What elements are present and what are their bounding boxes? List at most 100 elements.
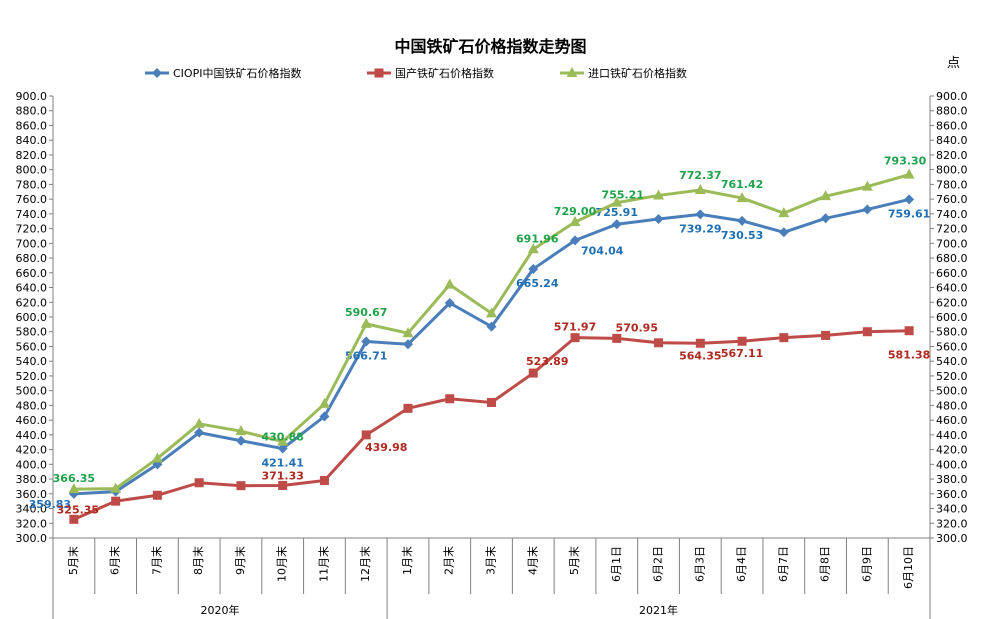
data-point	[862, 204, 873, 215]
y-tick-label-right: 460.0	[936, 414, 968, 427]
x-tick-label: 1月末	[400, 546, 414, 575]
y-tick-label-right: 440.0	[936, 429, 968, 442]
data-label: 725.91	[596, 206, 638, 219]
y-tick-label-right: 820.0	[936, 149, 968, 162]
data-label: 421.41	[261, 457, 303, 470]
data-point	[487, 397, 496, 407]
data-point	[820, 190, 832, 201]
data-point	[695, 209, 706, 220]
x-tick-label: 6月末	[108, 546, 122, 575]
data-label: 570.95	[616, 321, 658, 334]
data-label: 761.42	[721, 178, 763, 191]
y-tick-label-right: 720.0	[936, 223, 968, 236]
data-point	[654, 338, 664, 348]
y-tick-label-right: 760.0	[936, 193, 968, 206]
y-tick-label-left: 820.0	[16, 149, 48, 162]
data-point	[528, 263, 539, 274]
data-point	[779, 333, 789, 343]
series-line	[73, 173, 910, 491]
y-tick-label-left: 300.0	[16, 532, 48, 545]
data-point	[69, 514, 79, 524]
legend-label: 进口铁矿石价格指数	[588, 66, 687, 80]
data-point	[486, 321, 497, 332]
y-tick-label-right: 560.0	[936, 340, 968, 353]
data-point	[527, 243, 539, 254]
data-point	[278, 480, 288, 490]
data-point	[737, 215, 748, 226]
data-point	[528, 368, 538, 378]
data-point	[444, 278, 456, 289]
x-tick-label: 5月末	[66, 546, 80, 575]
y-tick-label-left: 540.0	[16, 355, 48, 368]
data-label: 571.97	[554, 321, 596, 334]
x-tick-label: 6月3日	[693, 546, 706, 582]
data-point	[653, 189, 665, 200]
data-point	[736, 192, 748, 203]
data-point	[235, 425, 247, 436]
y-tick-label-left: 440.0	[16, 429, 48, 442]
data-label: 730.53	[721, 229, 763, 242]
data-label: 691.96	[516, 232, 559, 245]
data-point	[151, 452, 163, 463]
y-tick-label-right: 740.0	[936, 208, 968, 221]
y-tick-label-right: 520.0	[936, 370, 968, 383]
y-tick-label-right: 580.0	[936, 326, 968, 339]
y-tick-label-right: 300.0	[936, 532, 968, 545]
series-line	[73, 197, 910, 496]
data-label: 759.61	[888, 207, 930, 220]
y-tick-label-right: 400.0	[936, 458, 968, 471]
data-point	[194, 427, 205, 438]
y-tick-label-right: 700.0	[936, 237, 968, 250]
y-tick-label-right: 900.0	[936, 90, 968, 103]
y-tick-label-left: 640.0	[16, 282, 48, 295]
data-point	[277, 435, 289, 446]
data-point	[152, 490, 162, 500]
x-tick-label: 9月末	[233, 546, 247, 575]
x-tick-label: 6月10日	[902, 546, 915, 589]
legend-label: CIOPI中国铁矿石价格指数	[173, 66, 301, 80]
data-point	[570, 235, 581, 246]
y-tick-label-left: 880.0	[16, 105, 48, 118]
data-label: 566.71	[345, 350, 387, 363]
y-tick-label-right: 800.0	[936, 164, 968, 177]
y-tick-label-left: 840.0	[16, 134, 48, 147]
data-point	[444, 298, 455, 309]
x-tick-label: 8月末	[191, 546, 205, 575]
x-tick-label: 6月2日	[652, 546, 665, 582]
data-label: 729.00	[554, 205, 597, 218]
data-label: 665.24	[516, 277, 559, 290]
data-point	[778, 227, 789, 238]
y-tick-label-left: 680.0	[16, 252, 48, 265]
y-tick-label-left: 460.0	[16, 414, 48, 427]
x-tick-label: 3月末	[484, 546, 498, 575]
data-point	[361, 336, 372, 347]
year-group-label: 2021年	[639, 603, 678, 617]
y-tick-label-right: 380.0	[936, 473, 968, 486]
unit-label: 点	[947, 56, 961, 71]
data-point	[861, 180, 873, 191]
y-tick-label-left: 660.0	[16, 267, 48, 280]
data-label: 564.35	[679, 349, 721, 362]
y-tick-label-right: 320.0	[936, 517, 968, 530]
y-tick-label-right: 860.0	[936, 119, 968, 132]
data-point	[611, 196, 623, 207]
data-point	[111, 496, 121, 506]
x-tick-label: 11月末	[316, 546, 330, 582]
data-label: 772.37	[679, 169, 721, 182]
data-point	[821, 330, 831, 340]
legend-marker	[152, 68, 162, 78]
year-group-label: 2020年	[201, 603, 240, 617]
y-tick-label-right: 360.0	[936, 488, 968, 501]
y-tick-label-right: 600.0	[936, 311, 968, 324]
y-tick-label-left: 560.0	[16, 340, 48, 353]
legend-marker	[374, 68, 384, 78]
y-tick-label-left: 900.0	[16, 90, 48, 103]
data-label: 359.83	[29, 498, 71, 511]
data-point	[319, 476, 329, 486]
y-tick-label-left: 580.0	[16, 326, 48, 339]
data-point	[820, 213, 831, 224]
y-tick-label-left: 780.0	[16, 178, 48, 191]
y-tick-label-right: 480.0	[936, 399, 968, 412]
y-tick-label-right: 540.0	[936, 355, 968, 368]
x-tick-label: 7月末	[149, 546, 163, 575]
